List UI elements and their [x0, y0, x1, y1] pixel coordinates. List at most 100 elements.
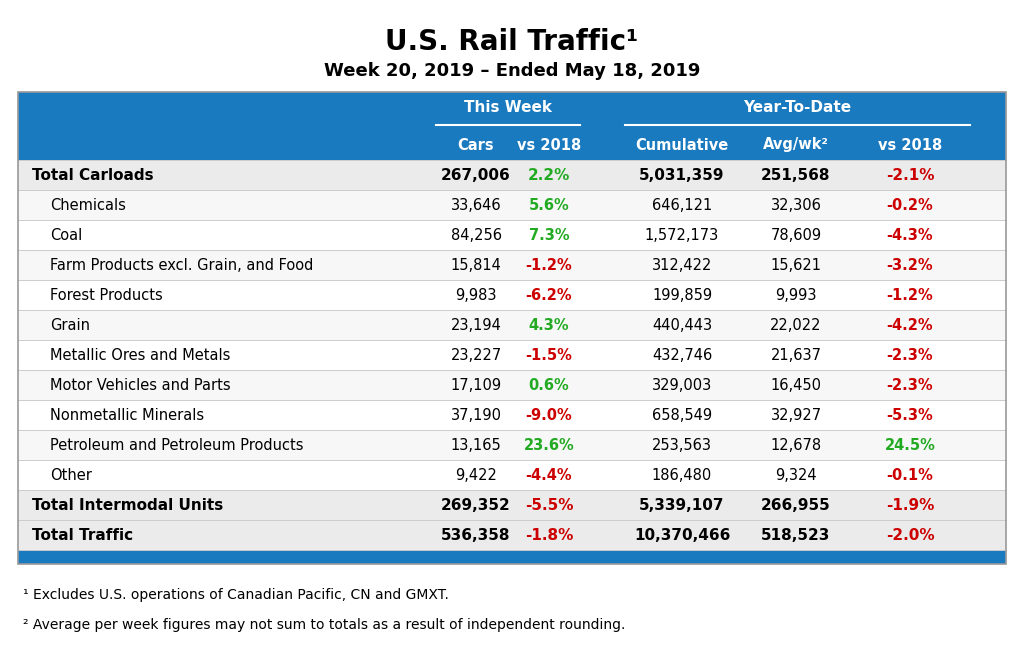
Text: 536,358: 536,358 — [441, 527, 511, 542]
Text: -1.2%: -1.2% — [887, 288, 933, 303]
Text: 32,306: 32,306 — [771, 198, 821, 212]
Text: 251,568: 251,568 — [761, 168, 830, 183]
Bar — [18, 340, 1006, 370]
Text: 2.2%: 2.2% — [527, 168, 570, 183]
Text: -9.0%: -9.0% — [525, 407, 572, 422]
Text: 9,422: 9,422 — [455, 468, 497, 483]
Text: 23.6%: 23.6% — [523, 438, 574, 453]
Bar — [18, 190, 1006, 220]
Text: Week 20, 2019 – Ended May 18, 2019: Week 20, 2019 – Ended May 18, 2019 — [324, 62, 700, 80]
Text: Total Carloads: Total Carloads — [32, 168, 154, 183]
Text: Cumulative: Cumulative — [635, 138, 729, 153]
Text: 15,621: 15,621 — [770, 257, 821, 272]
Text: -0.2%: -0.2% — [887, 198, 933, 212]
Text: This Week: This Week — [464, 100, 552, 115]
Text: -0.1%: -0.1% — [887, 468, 934, 483]
Text: 84,256: 84,256 — [451, 227, 502, 242]
Text: -4.4%: -4.4% — [525, 468, 572, 483]
Text: Cars: Cars — [458, 138, 495, 153]
Text: -4.3%: -4.3% — [887, 227, 933, 242]
Text: 5,339,107: 5,339,107 — [639, 498, 725, 512]
Text: 37,190: 37,190 — [451, 407, 502, 422]
Text: 5,031,359: 5,031,359 — [639, 168, 725, 183]
Text: Coal: Coal — [50, 227, 82, 242]
Text: 646,121: 646,121 — [652, 198, 712, 212]
Text: 5.6%: 5.6% — [528, 198, 569, 212]
Text: -1.2%: -1.2% — [525, 257, 572, 272]
Text: Forest Products: Forest Products — [50, 288, 163, 303]
Text: -3.2%: -3.2% — [887, 257, 933, 272]
Text: Avg/wk²: Avg/wk² — [763, 138, 829, 153]
Text: 17,109: 17,109 — [451, 377, 502, 392]
Text: 16,450: 16,450 — [770, 377, 821, 392]
Text: Year-To-Date: Year-To-Date — [743, 100, 852, 115]
Bar — [18, 430, 1006, 460]
Text: 0.6%: 0.6% — [528, 377, 569, 392]
Text: 9,993: 9,993 — [775, 288, 817, 303]
Text: vs 2018: vs 2018 — [517, 138, 582, 153]
Text: 432,746: 432,746 — [652, 348, 712, 362]
Text: ¹ Excludes U.S. operations of Canadian Pacific, CN and GMXT.: ¹ Excludes U.S. operations of Canadian P… — [23, 588, 449, 602]
Text: -1.8%: -1.8% — [525, 527, 573, 542]
Bar — [18, 250, 1006, 280]
Text: U.S. Rail Traffic¹: U.S. Rail Traffic¹ — [385, 28, 639, 56]
Text: -1.9%: -1.9% — [886, 498, 934, 512]
Text: -1.5%: -1.5% — [525, 348, 572, 362]
Text: -5.3%: -5.3% — [887, 407, 933, 422]
Bar — [18, 160, 1006, 190]
Text: 186,480: 186,480 — [652, 468, 712, 483]
Text: Total Traffic: Total Traffic — [32, 527, 133, 542]
Text: 24.5%: 24.5% — [885, 438, 936, 453]
Text: 518,523: 518,523 — [761, 527, 830, 542]
Text: 78,609: 78,609 — [770, 227, 821, 242]
Bar — [18, 220, 1006, 250]
Text: 9,983: 9,983 — [456, 288, 497, 303]
Text: 267,006: 267,006 — [441, 168, 511, 183]
Text: 658,549: 658,549 — [652, 407, 712, 422]
Text: -2.3%: -2.3% — [887, 377, 933, 392]
Text: -2.1%: -2.1% — [886, 168, 934, 183]
Text: 312,422: 312,422 — [652, 257, 712, 272]
Text: vs 2018: vs 2018 — [878, 138, 942, 153]
Bar — [18, 92, 1006, 564]
Text: 33,646: 33,646 — [451, 198, 502, 212]
Text: Other: Other — [50, 468, 92, 483]
Text: Farm Products excl. Grain, and Food: Farm Products excl. Grain, and Food — [50, 257, 313, 272]
Text: 269,352: 269,352 — [441, 498, 511, 512]
Bar — [18, 130, 1006, 160]
Text: -2.0%: -2.0% — [886, 527, 934, 542]
Text: Grain: Grain — [50, 318, 90, 333]
Text: 32,927: 32,927 — [770, 407, 821, 422]
Text: 9,324: 9,324 — [775, 468, 817, 483]
Text: 23,194: 23,194 — [451, 318, 502, 333]
Bar — [18, 92, 1006, 130]
Text: ² Average per week figures may not sum to totals as a result of independent roun: ² Average per week figures may not sum t… — [23, 618, 626, 632]
Text: -4.2%: -4.2% — [887, 318, 933, 333]
Bar — [18, 400, 1006, 430]
Text: Metallic Ores and Metals: Metallic Ores and Metals — [50, 348, 230, 362]
Bar — [18, 370, 1006, 400]
Text: 253,563: 253,563 — [652, 438, 712, 453]
Text: 12,678: 12,678 — [770, 438, 821, 453]
Text: 13,165: 13,165 — [451, 438, 502, 453]
Bar — [18, 490, 1006, 520]
Text: 329,003: 329,003 — [652, 377, 712, 392]
Text: 21,637: 21,637 — [770, 348, 821, 362]
Text: 22,022: 22,022 — [770, 318, 821, 333]
Text: -5.5%: -5.5% — [524, 498, 573, 512]
Text: Nonmetallic Minerals: Nonmetallic Minerals — [50, 407, 204, 422]
Text: 23,227: 23,227 — [451, 348, 502, 362]
Text: 1,572,173: 1,572,173 — [645, 227, 719, 242]
Text: Motor Vehicles and Parts: Motor Vehicles and Parts — [50, 377, 230, 392]
Text: -6.2%: -6.2% — [525, 288, 572, 303]
Text: 440,443: 440,443 — [652, 318, 712, 333]
Bar — [18, 550, 1006, 564]
Text: Total Intermodal Units: Total Intermodal Units — [32, 498, 223, 512]
Bar — [18, 280, 1006, 310]
Text: 15,814: 15,814 — [451, 257, 502, 272]
Text: Chemicals: Chemicals — [50, 198, 126, 212]
Bar — [18, 520, 1006, 550]
Text: Petroleum and Petroleum Products: Petroleum and Petroleum Products — [50, 438, 303, 453]
Bar — [18, 310, 1006, 340]
Bar — [18, 460, 1006, 490]
